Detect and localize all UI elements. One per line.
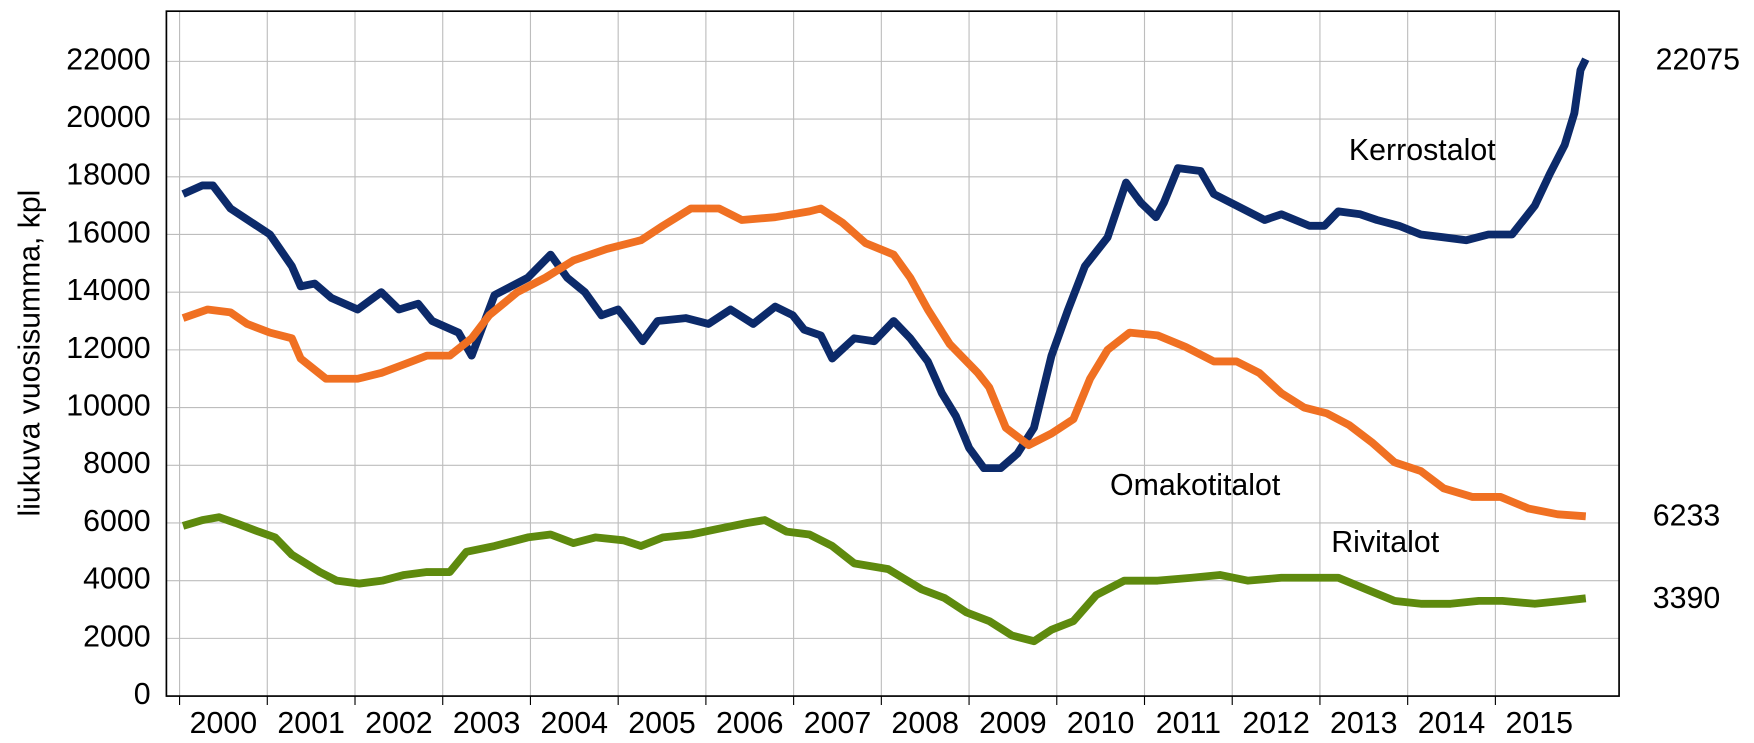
x-tick-label: 2013 bbox=[1330, 707, 1398, 740]
end-value-label: 6233 bbox=[1653, 499, 1721, 532]
series-line bbox=[181, 204, 1587, 521]
x-tick-label: 2008 bbox=[891, 707, 959, 740]
y-tick-label: 16000 bbox=[66, 217, 150, 250]
y-axis-label: liukuva vuosisumma, kpl bbox=[13, 190, 46, 517]
y-tick-label: 4000 bbox=[83, 563, 151, 596]
series-label: Kerrostalot bbox=[1349, 134, 1496, 167]
x-tick-label: 2012 bbox=[1242, 707, 1310, 740]
x-tick-label: 2007 bbox=[804, 707, 872, 740]
y-tick-label: 22000 bbox=[66, 43, 150, 76]
x-tick-label: 2011 bbox=[1156, 707, 1221, 740]
end-value-label: 3390 bbox=[1653, 582, 1721, 615]
end-value-label: 22075 bbox=[1656, 44, 1740, 77]
y-tick-label: 18000 bbox=[66, 159, 150, 192]
y-tick-label: 20000 bbox=[66, 101, 150, 134]
x-tick-label: 2006 bbox=[716, 707, 784, 740]
series-line bbox=[181, 513, 1587, 646]
y-tick-label: 14000 bbox=[66, 274, 150, 307]
x-tick-label: 2015 bbox=[1505, 707, 1573, 740]
x-tick-label: 2000 bbox=[190, 707, 258, 740]
x-tick-label: 2004 bbox=[541, 707, 609, 740]
x-tick-label: 2005 bbox=[628, 707, 696, 740]
series-line bbox=[181, 57, 1590, 473]
y-tick-label: 2000 bbox=[83, 620, 151, 653]
y-tick-label: 0 bbox=[134, 678, 151, 711]
plot-frame bbox=[165, 10, 1620, 697]
x-tick-label: 2003 bbox=[453, 707, 521, 740]
x-tick-label: 2001 bbox=[277, 707, 345, 740]
x-tick-label: 2009 bbox=[979, 707, 1047, 740]
series-label: Rivitalot bbox=[1331, 526, 1440, 559]
x-tick-label: 2002 bbox=[365, 707, 433, 740]
y-tick-label: 6000 bbox=[83, 505, 151, 538]
y-tick-label: 12000 bbox=[66, 332, 150, 365]
series-label: Omakotitalot bbox=[1110, 469, 1281, 502]
x-tick-label: 2014 bbox=[1418, 707, 1486, 740]
y-tick-label: 10000 bbox=[66, 390, 150, 423]
x-tick-label: 2010 bbox=[1067, 707, 1135, 740]
y-tick-label: 8000 bbox=[83, 447, 151, 480]
